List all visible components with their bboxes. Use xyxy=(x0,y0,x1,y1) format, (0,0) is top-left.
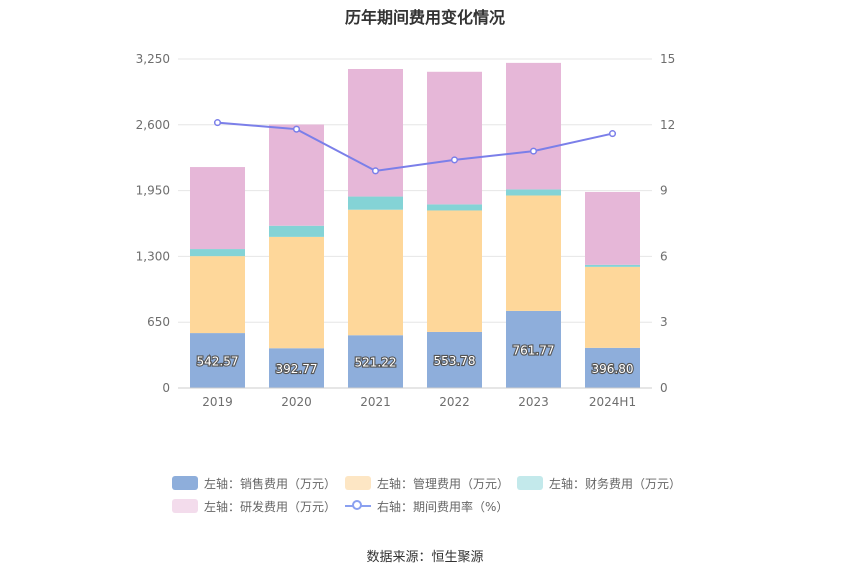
chart-title: 历年期间费用变化情况 xyxy=(344,8,505,27)
rate-point xyxy=(371,167,380,175)
source-note: 数据来源：恒生聚源 xyxy=(366,550,484,565)
rate-point xyxy=(450,156,459,164)
right-axis-tick: 9 xyxy=(660,184,668,198)
right-axis-tick: 6 xyxy=(660,249,668,263)
legend-item-admin[interactable]: 左轴：管理费用（万元） xyxy=(345,474,509,492)
rate-point xyxy=(213,119,222,127)
bar-segment xyxy=(427,204,482,211)
sales-data-label: 761.77 xyxy=(513,343,555,357)
legend-label-rate: 右轴：期间费用率（%） xyxy=(377,499,509,514)
grid-lines xyxy=(178,58,652,323)
rate-point xyxy=(608,130,617,138)
bar-segment xyxy=(585,191,640,265)
bar-segment xyxy=(190,256,245,334)
bar-segment xyxy=(348,209,403,336)
axis-layer: 0 650 1,300 1,950 2,600 3,250 0 3 6 9 12 15 2019 2020… xyxy=(136,52,676,409)
x-axis-tick: 2023 xyxy=(518,395,549,409)
bar-segment xyxy=(269,348,324,388)
x-axis-tick: 2020 xyxy=(281,395,312,409)
left-axis-tick: 1,950 xyxy=(136,184,170,198)
legend-item-rate[interactable]: 右轴：期间费用率（%） xyxy=(345,497,508,515)
bar-segment xyxy=(190,167,245,250)
legend-label-rnd: 左轴：研发费用（万元） xyxy=(204,499,337,514)
left-axis-tick: 650 xyxy=(147,315,170,329)
bar-segment xyxy=(506,189,561,196)
legend-label-sales: 左轴：销售费用（万元） xyxy=(204,476,337,491)
bar-segment xyxy=(348,335,403,388)
sales-data-label: 553.78 xyxy=(434,354,476,368)
bar-segment xyxy=(269,225,324,237)
sales-data-label: 542.57 xyxy=(197,355,239,369)
legend-swatch-rnd xyxy=(172,499,198,513)
bar-segment xyxy=(348,68,403,197)
sales-data-label: 521.22 xyxy=(355,356,397,370)
x-axis-tick: 2024H1 xyxy=(589,395,636,409)
bar-segment xyxy=(585,264,640,267)
left-axis-tick: 0 xyxy=(162,381,170,395)
bar-segment xyxy=(585,347,640,388)
x-axis-tick: 2022 xyxy=(439,395,470,409)
sales-data-label: 396.80 xyxy=(592,362,634,376)
left-axis-tick: 2,600 xyxy=(136,118,170,132)
data-label-layer: 542.57 392.77 521.22 553.78 761.77 396.80 xyxy=(195,342,634,377)
legend-item-rnd[interactable]: 左轴：研发费用（万元） xyxy=(172,497,336,515)
x-axis-tick: 2019 xyxy=(202,395,233,409)
right-axis-tick: 12 xyxy=(660,118,675,132)
bar-segment xyxy=(427,210,482,332)
bar-segment xyxy=(190,333,245,388)
legend-label-admin: 左轴：管理费用（万元） xyxy=(377,476,510,491)
bar-segment xyxy=(348,196,403,210)
rate-line xyxy=(217,121,613,172)
bar-segment xyxy=(585,266,640,348)
bar-segment xyxy=(506,310,561,388)
left-axis-tick: 3,250 xyxy=(136,52,170,66)
rate-line-layer xyxy=(213,119,617,175)
legend-item-finance[interactable]: 左轴：财务费用（万元） xyxy=(517,474,681,492)
right-axis-tick: 3 xyxy=(660,315,668,329)
sales-data-label: 392.77 xyxy=(276,362,318,376)
bar-segment xyxy=(506,195,561,311)
bar-segment xyxy=(427,331,482,388)
rate-point xyxy=(292,125,301,133)
bar-layer xyxy=(190,62,640,388)
legend-label-finance: 左轴：财务费用（万元） xyxy=(549,476,682,491)
x-axis-tick: 2021 xyxy=(360,395,391,409)
bar-segment xyxy=(269,236,324,349)
bar-segment xyxy=(427,71,482,205)
right-axis-tick: 15 xyxy=(660,52,675,66)
legend-swatch-admin xyxy=(345,476,371,490)
bar-segment xyxy=(269,124,324,226)
bar-segment xyxy=(506,62,561,190)
left-axis-tick: 1,300 xyxy=(136,249,170,263)
bar-segment xyxy=(190,249,245,257)
legend-swatch-sales xyxy=(172,476,198,490)
right-axis-tick: 0 xyxy=(660,381,668,395)
legend-marker-rate xyxy=(345,499,371,513)
legend-swatch-finance xyxy=(517,476,543,490)
rate-point xyxy=(529,147,538,155)
legend-item-sales[interactable]: 左轴：销售费用（万元） xyxy=(172,474,336,492)
